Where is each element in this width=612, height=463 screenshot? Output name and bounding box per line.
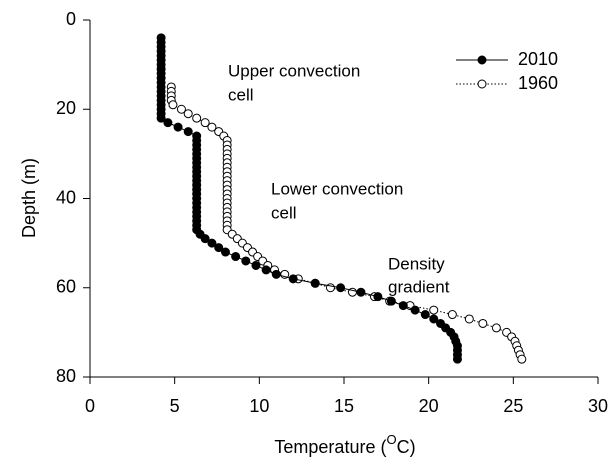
data-point (356, 287, 366, 297)
data-point (373, 292, 383, 302)
data-point (214, 243, 224, 253)
data-point (464, 314, 474, 324)
data-point (207, 122, 217, 132)
x-label-suffix: C) (397, 437, 416, 457)
data-point (220, 247, 230, 257)
legend-marker (477, 55, 487, 65)
data-point (310, 278, 320, 288)
y-tick-label: 80 (56, 366, 76, 386)
data-point (192, 113, 202, 123)
data-point (325, 283, 335, 293)
data-point (429, 314, 439, 324)
data-point (429, 305, 439, 315)
data-point (183, 127, 193, 137)
legend-label: 2010 (518, 49, 558, 69)
y-tick-label: 40 (56, 187, 76, 207)
data-point (386, 296, 396, 306)
annotation: cell (271, 203, 297, 222)
data-point (207, 238, 217, 248)
y-tick-label: 0 (66, 9, 76, 29)
data-point (200, 118, 210, 128)
y-axis-label: Depth (m) (19, 158, 39, 238)
legend-marker (477, 79, 487, 89)
x-tick-label: 15 (334, 396, 354, 416)
data-point (517, 354, 527, 364)
data-point (156, 113, 166, 123)
annotation: gradient (388, 277, 450, 296)
data-point (200, 234, 210, 244)
legend-label: 1960 (518, 73, 558, 93)
x-tick-label: 30 (588, 396, 608, 416)
data-point (288, 274, 298, 284)
data-point (478, 318, 488, 328)
annotation: cell (228, 85, 254, 104)
annotation: Density (388, 254, 445, 273)
data-point (271, 269, 281, 279)
data-point (398, 301, 408, 311)
data-point (491, 323, 501, 333)
data-point (183, 109, 193, 119)
annotations: Upper convection cell Lower convection c… (228, 61, 450, 296)
data-point (176, 104, 186, 114)
x-tick-label: 0 (85, 396, 95, 416)
y-tick-label: 20 (56, 98, 76, 118)
data-point (420, 310, 430, 320)
x-label-text: Temperature ( (274, 437, 386, 457)
data-point (173, 122, 183, 132)
data-point (410, 305, 420, 315)
data-point (168, 100, 178, 110)
x-label-superscript: O (386, 432, 396, 447)
x-tick-label: 20 (419, 396, 439, 416)
annotation: Upper convection (228, 61, 360, 80)
data-point (447, 310, 457, 320)
x-tick-label: 25 (503, 396, 523, 416)
annotation: Lower convection (271, 179, 403, 198)
data-point (241, 256, 251, 266)
x-axis-label: Temperature (OC) (274, 432, 415, 456)
x-tick-label: 10 (249, 396, 269, 416)
data-point (452, 354, 462, 364)
data-point (163, 118, 173, 128)
y-tick-label: 60 (56, 277, 76, 297)
data-point (261, 265, 271, 275)
data-point (231, 252, 241, 262)
data-point (251, 260, 261, 270)
data-point (336, 283, 346, 293)
x-tick-label: 5 (170, 396, 180, 416)
